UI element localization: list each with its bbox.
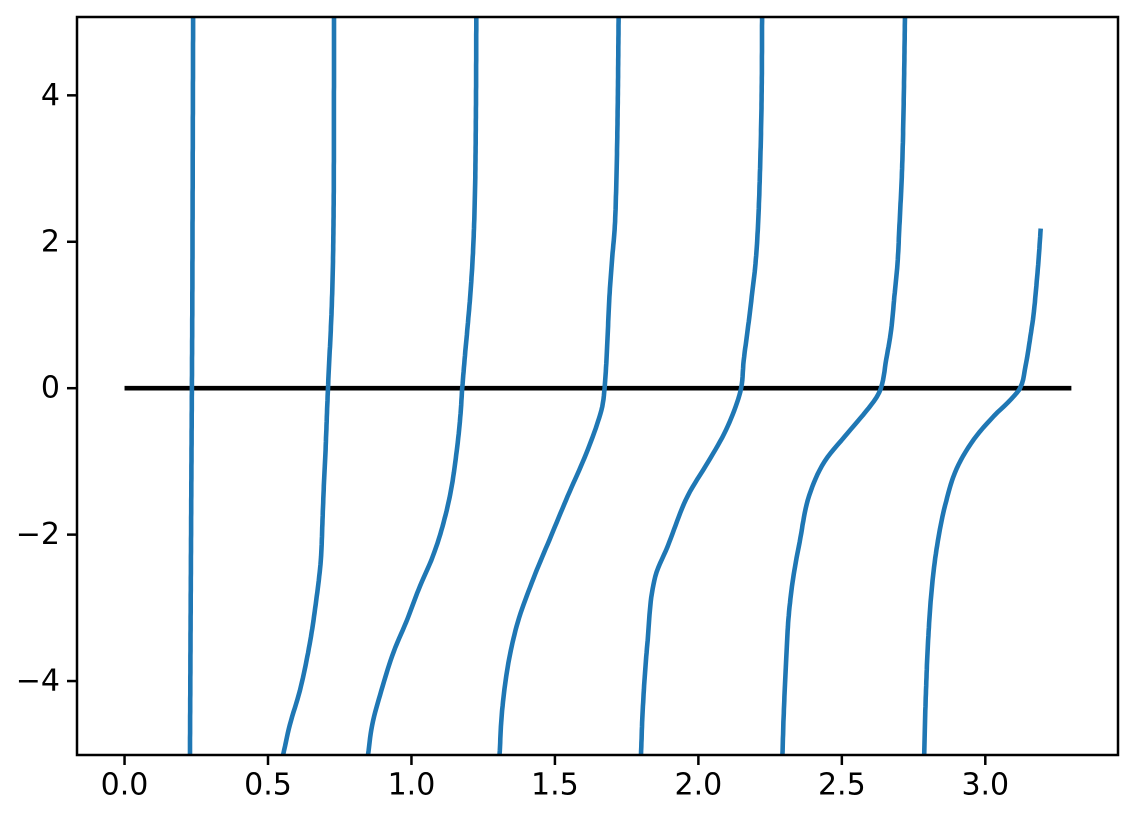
curve-branch-7 (921, 228, 1043, 755)
x-tick-label: 0.5 (244, 768, 292, 803)
curve-branch-3 (365, 17, 479, 755)
y-tick-label: 4 (41, 78, 60, 113)
x-tick-label: 2.0 (675, 768, 723, 803)
x-tick-label: 3.0 (961, 768, 1009, 803)
y-tick-label: −2 (16, 517, 60, 552)
curve-branch-6 (780, 17, 908, 755)
curve-branch-4 (497, 17, 621, 755)
x-tick-label: 1.0 (388, 768, 436, 803)
x-tick-label: 0.0 (101, 768, 149, 803)
curve-branch-1 (187, 17, 196, 755)
y-tick-label: 2 (41, 224, 60, 259)
curve-branch-5 (638, 17, 765, 755)
x-tick-label: 2.5 (818, 768, 866, 803)
axes-box (75, 15, 1120, 757)
y-tick-label: −4 (16, 664, 60, 699)
x-tick-label: 1.5 (531, 768, 579, 803)
curve-branch-2 (280, 17, 337, 755)
y-tick-label: 0 (41, 371, 60, 406)
